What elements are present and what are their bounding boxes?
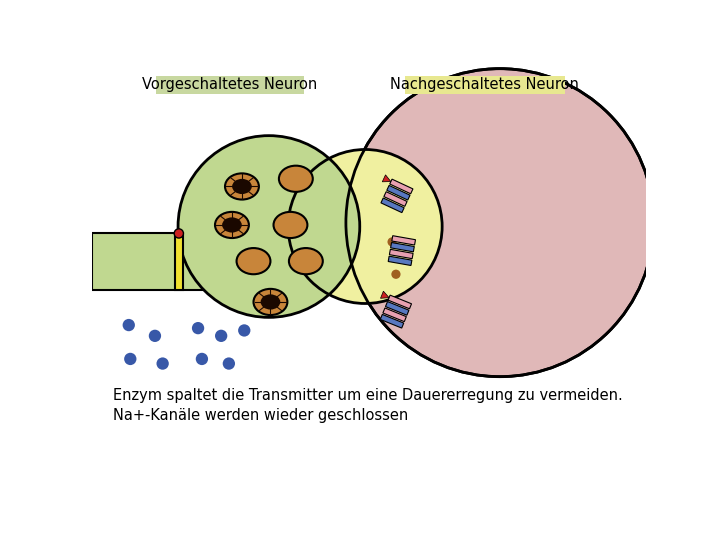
Circle shape bbox=[149, 330, 161, 342]
Polygon shape bbox=[385, 301, 409, 315]
Polygon shape bbox=[381, 198, 404, 213]
Ellipse shape bbox=[289, 248, 323, 274]
Circle shape bbox=[238, 325, 251, 336]
Polygon shape bbox=[380, 314, 404, 328]
FancyBboxPatch shape bbox=[156, 76, 304, 94]
Circle shape bbox=[387, 237, 397, 247]
Bar bbox=[92, 233, 354, 289]
Ellipse shape bbox=[215, 212, 249, 238]
Circle shape bbox=[122, 319, 135, 331]
Polygon shape bbox=[387, 185, 410, 200]
Circle shape bbox=[222, 357, 235, 370]
Circle shape bbox=[174, 229, 184, 238]
Circle shape bbox=[288, 150, 442, 303]
Ellipse shape bbox=[222, 218, 242, 233]
Ellipse shape bbox=[279, 166, 312, 192]
Text: Na+-Kanäle werden wieder geschlossen: Na+-Kanäle werden wieder geschlossen bbox=[113, 408, 409, 423]
Ellipse shape bbox=[261, 294, 280, 309]
Ellipse shape bbox=[237, 248, 271, 274]
Polygon shape bbox=[390, 249, 413, 259]
Polygon shape bbox=[388, 256, 412, 266]
Polygon shape bbox=[380, 291, 389, 298]
Circle shape bbox=[392, 269, 400, 279]
Circle shape bbox=[192, 322, 204, 334]
Circle shape bbox=[124, 353, 137, 365]
Polygon shape bbox=[384, 192, 407, 206]
Polygon shape bbox=[390, 179, 413, 194]
Text: Nachgeschaltetes Neuron: Nachgeschaltetes Neuron bbox=[390, 77, 579, 92]
Polygon shape bbox=[388, 295, 412, 309]
Bar bbox=[175, 233, 183, 289]
Polygon shape bbox=[392, 235, 415, 245]
FancyBboxPatch shape bbox=[405, 76, 564, 94]
Circle shape bbox=[215, 330, 228, 342]
Ellipse shape bbox=[225, 173, 259, 200]
Ellipse shape bbox=[253, 289, 287, 315]
Polygon shape bbox=[382, 175, 391, 182]
Circle shape bbox=[178, 136, 360, 318]
Ellipse shape bbox=[232, 179, 252, 194]
Polygon shape bbox=[383, 308, 406, 322]
Circle shape bbox=[346, 69, 654, 377]
Text: Vorgeschaltetes Neuron: Vorgeschaltetes Neuron bbox=[142, 77, 318, 92]
Circle shape bbox=[156, 357, 168, 370]
Ellipse shape bbox=[274, 212, 307, 238]
Text: Enzym spaltet die Transmitter um eine Dauererregung zu vermeiden.: Enzym spaltet die Transmitter um eine Da… bbox=[113, 388, 623, 403]
Polygon shape bbox=[391, 242, 414, 252]
Circle shape bbox=[196, 353, 208, 365]
